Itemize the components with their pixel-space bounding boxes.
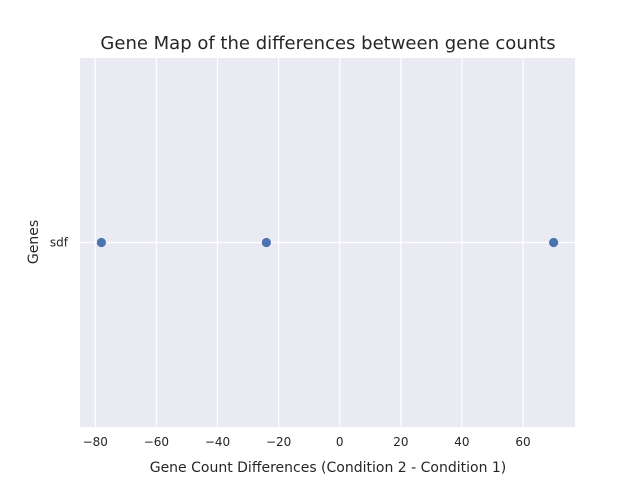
y-tick-labels: sdf	[50, 236, 69, 250]
x-tick-label: −20	[266, 435, 291, 449]
x-tick-label: −80	[83, 435, 108, 449]
x-tick-label: 20	[393, 435, 408, 449]
scatter-point	[96, 237, 106, 248]
x-tick-label: −40	[205, 435, 230, 449]
x-tick-label: 60	[515, 435, 530, 449]
x-tick-label: 40	[454, 435, 469, 449]
data-points	[96, 237, 559, 248]
x-tick-label: 0	[336, 435, 344, 449]
scatter-point	[549, 237, 559, 248]
x-tick-labels: −80 −60 −40 −20 0 20 40 60	[83, 435, 531, 449]
x-tick-label: −60	[144, 435, 169, 449]
x-axis-label: Gene Count Differences (Condition 2 - Co…	[150, 460, 507, 476]
chart-title: Gene Map of the differences between gene…	[100, 33, 555, 54]
y-tick-label: sdf	[50, 236, 69, 250]
y-axis-label: Genes	[26, 220, 42, 264]
scatter-point	[261, 237, 271, 248]
